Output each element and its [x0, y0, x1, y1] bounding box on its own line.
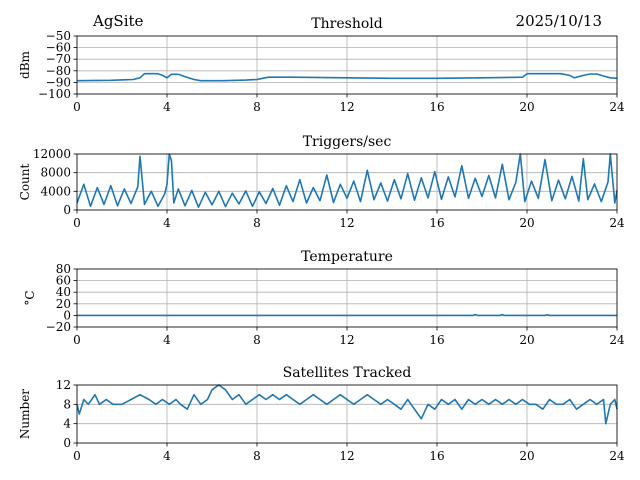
- x-tick-label: 16: [429, 100, 444, 114]
- y-tick-label: 8000: [40, 166, 71, 180]
- y-tick-label: 8: [63, 397, 71, 411]
- x-tick-label: 8: [253, 100, 261, 114]
- x-tick-label: 20: [519, 449, 534, 463]
- x-tick-label: 12: [339, 333, 354, 347]
- x-tick-label: 20: [519, 216, 534, 230]
- x-tick-label: 0: [73, 100, 81, 114]
- y-tick-label: −100: [38, 87, 71, 101]
- x-tick-label: 16: [429, 333, 444, 347]
- series-line: [76, 72, 618, 82]
- y-tick-label: −80: [46, 64, 71, 78]
- y-tick-label: −20: [46, 320, 71, 334]
- chart-title: Temperature: [301, 249, 393, 265]
- x-tick-label: 12: [339, 216, 354, 230]
- x-tick-label: 12: [339, 449, 354, 463]
- y-tick-label: 4: [63, 417, 71, 431]
- y-axis-label: dBm: [18, 50, 32, 79]
- chart-title: Triggers/sec: [303, 134, 392, 150]
- y-tick-label: 80: [56, 262, 71, 276]
- x-tick-label: 24: [609, 216, 625, 230]
- y-tick-label: 40: [56, 285, 71, 299]
- y-tick-label: 0: [63, 436, 71, 450]
- y-tick-label: 0: [63, 308, 71, 322]
- x-tick-label: 24: [609, 333, 625, 347]
- x-tick-label: 24: [609, 449, 625, 463]
- y-axis-label: Number: [18, 389, 32, 439]
- y-tick-label: 12: [56, 378, 71, 392]
- x-tick-label: 20: [519, 333, 534, 347]
- y-tick-label: −70: [46, 52, 71, 66]
- x-tick-label: 8: [253, 333, 261, 347]
- x-tick-label: 16: [429, 449, 444, 463]
- y-tick-label: 12000: [33, 147, 71, 161]
- chart-title: Satellites Tracked: [283, 365, 412, 381]
- x-tick-label: 16: [429, 216, 444, 230]
- x-tick-label: 8: [253, 216, 261, 230]
- x-tick-label: 20: [519, 100, 534, 114]
- y-tick-label: −60: [46, 41, 71, 55]
- x-tick-label: 4: [163, 216, 171, 230]
- x-tick-label: 8: [253, 449, 261, 463]
- y-tick-label: 0: [63, 203, 71, 217]
- y-tick-label: 4000: [40, 184, 71, 198]
- x-tick-label: 0: [73, 449, 81, 463]
- site-name: AgSite: [93, 12, 144, 30]
- x-tick-label: 24: [609, 100, 625, 114]
- y-tick-label: −90: [46, 75, 71, 89]
- y-tick-label: 60: [56, 274, 71, 288]
- report-date: 2025/10/13: [515, 12, 602, 30]
- y-tick-label: −50: [46, 29, 71, 43]
- series-line: [76, 384, 618, 425]
- x-tick-label: 0: [73, 333, 81, 347]
- series-line: [76, 153, 618, 208]
- x-tick-label: 4: [163, 100, 171, 114]
- series-line: [77, 313, 617, 317]
- x-tick-label: 4: [163, 333, 171, 347]
- y-tick-label: 20: [56, 297, 71, 311]
- x-tick-label: 0: [73, 216, 81, 230]
- chart-title: Threshold: [311, 16, 382, 32]
- x-tick-label: 12: [339, 100, 354, 114]
- y-axis-label: °C: [23, 290, 37, 305]
- y-axis-label: Count: [18, 163, 32, 200]
- x-tick-label: 4: [163, 449, 171, 463]
